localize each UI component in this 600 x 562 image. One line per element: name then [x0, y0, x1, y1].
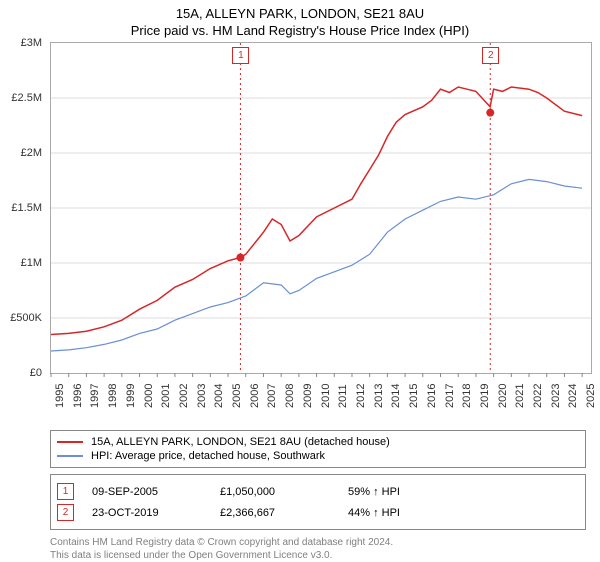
y-tick-label: £2M: [21, 147, 42, 159]
chart-title: 15A, ALLEYN PARK, LONDON, SE21 8AU: [0, 0, 600, 21]
x-tick-label: 2019: [479, 384, 491, 408]
y-tick-label: £500K: [10, 312, 42, 324]
sale-date: 23-OCT-2019: [92, 507, 202, 519]
x-axis-labels: 1995 1996 1997 1998 1999 2000 2001 2002 2003 2004…: [50, 374, 590, 426]
chart-container: 15A, ALLEYN PARK, LONDON, SE21 8AU Price…: [0, 0, 600, 560]
x-tick-label: 1995: [54, 384, 66, 408]
x-tick-label: 2021: [514, 384, 526, 408]
y-tick-label: £0: [30, 367, 42, 379]
sale-marker-badge: 1: [232, 47, 249, 64]
sale-date: 09-SEP-2005: [92, 486, 202, 498]
y-tick-label: £1M: [21, 257, 42, 269]
footer: Contains HM Land Registry data © Crown c…: [50, 536, 586, 562]
sale-markers-table: 1 09-SEP-2005 £1,050,000 59% ↑ HPI 2 23-OCT-2…: [50, 474, 586, 530]
legend-swatch-property: [57, 441, 83, 443]
sale-pct: 44% ↑ HPI: [348, 507, 438, 519]
x-tick-label: 2004: [213, 384, 225, 408]
x-tick-label: 2007: [266, 384, 278, 408]
y-axis-labels: £0£500K£1M£1.5M£2M£2.5M£3M: [0, 43, 46, 373]
x-tick-label: 1999: [125, 384, 137, 408]
x-tick-label: 1997: [89, 384, 101, 408]
plot-svg: [51, 43, 591, 373]
y-tick-label: £3M: [21, 37, 42, 49]
x-tick-label: 2008: [284, 384, 296, 408]
y-tick-label: £2.5M: [11, 92, 42, 104]
sale-marker-row: 1 09-SEP-2005 £1,050,000 59% ↑ HPI: [57, 481, 579, 502]
sale-marker-badge: 2: [482, 47, 499, 64]
x-tick-label: 2022: [532, 384, 544, 408]
x-tick-label: 2018: [461, 384, 473, 408]
x-tick-label: 2023: [550, 384, 562, 408]
y-tick-label: £1.5M: [11, 202, 42, 214]
legend-label-property: 15A, ALLEYN PARK, LONDON, SE21 8AU (deta…: [91, 436, 390, 448]
sale-pct: 59% ↑ HPI: [348, 486, 438, 498]
x-tick-label: 2000: [143, 384, 155, 408]
x-tick-label: 2014: [390, 384, 402, 408]
sale-marker-number: 2: [57, 504, 74, 521]
x-tick-label: 2015: [408, 384, 420, 408]
x-tick-label: 2013: [373, 384, 385, 408]
x-tick-label: 2016: [426, 384, 438, 408]
legend-swatch-hpi: [57, 455, 83, 457]
footer-line1: Contains HM Land Registry data © Crown c…: [50, 536, 586, 549]
chart-subtitle: Price paid vs. HM Land Registry's House …: [0, 21, 600, 42]
legend: 15A, ALLEYN PARK, LONDON, SE21 8AU (deta…: [50, 430, 586, 468]
x-tick-label: 1998: [107, 384, 119, 408]
x-tick-label: 2010: [320, 384, 332, 408]
sale-marker-number: 1: [57, 483, 74, 500]
x-tick-label: 2009: [302, 384, 314, 408]
legend-row-hpi: HPI: Average price, detached house, Sout…: [57, 449, 579, 463]
x-tick-label: 2020: [497, 384, 509, 408]
x-tick-label: 2017: [444, 384, 456, 408]
x-tick-label: 2012: [355, 384, 367, 408]
footer-line2: This data is licensed under the Open Gov…: [50, 549, 586, 562]
x-tick-label: 2024: [567, 384, 579, 408]
x-tick-label: 2002: [178, 384, 190, 408]
x-tick-label: 2001: [160, 384, 172, 408]
sale-marker-row: 2 23-OCT-2019 £2,366,667 44% ↑ HPI: [57, 502, 579, 523]
plot-area: 12: [50, 42, 592, 374]
legend-row-property: 15A, ALLEYN PARK, LONDON, SE21 8AU (deta…: [57, 435, 579, 449]
x-tick-label: 2025: [585, 384, 597, 408]
sale-price: £1,050,000: [220, 486, 330, 498]
x-tick-label: 2006: [249, 384, 261, 408]
x-tick-label: 2003: [196, 384, 208, 408]
sale-price: £2,366,667: [220, 507, 330, 519]
x-tick-label: 1996: [72, 384, 84, 408]
x-tick-label: 2011: [337, 384, 349, 408]
legend-label-hpi: HPI: Average price, detached house, Sout…: [91, 450, 325, 462]
x-tick-label: 2005: [231, 384, 243, 408]
